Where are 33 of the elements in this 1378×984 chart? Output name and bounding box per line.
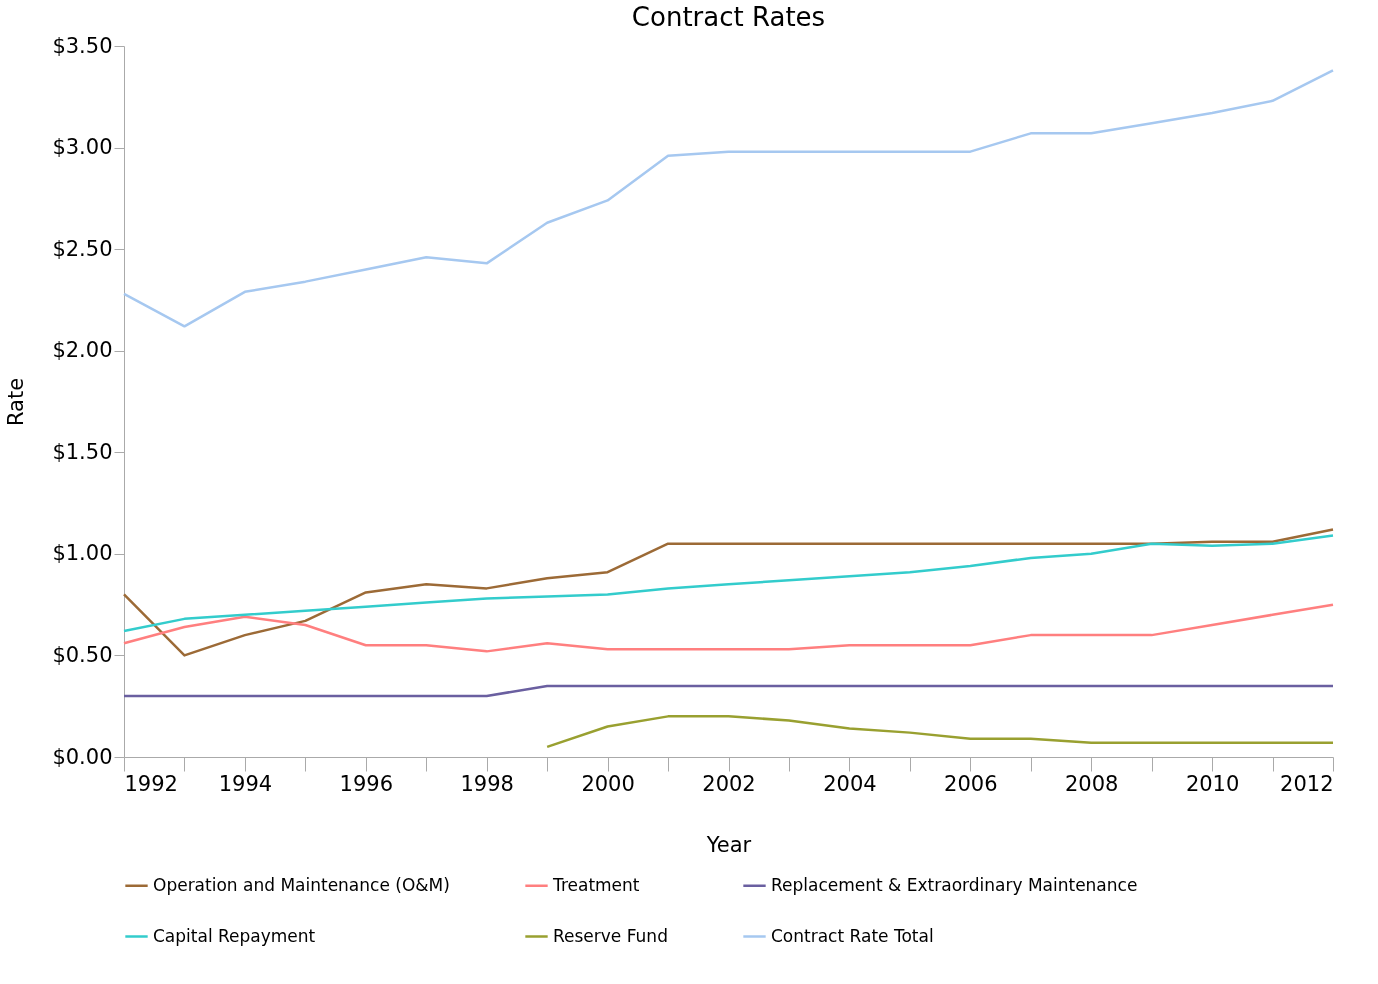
legend-label: Treatment: [552, 874, 640, 895]
x-tick-label: 2008: [1064, 771, 1119, 796]
x-tick-label: 1996: [339, 771, 394, 796]
legend-label: Capital Repayment: [153, 925, 316, 946]
chart-title: Contract Rates: [631, 2, 826, 32]
y-tick-label: $0.50: [52, 642, 113, 667]
line-series: [122, 69, 1335, 328]
y-tick-label: $2.50: [52, 236, 113, 261]
y-axis-title: Rate: [4, 377, 29, 427]
legend-label: Operation and Maintenance (O&M): [153, 874, 450, 895]
line-series: [122, 534, 1335, 633]
y-tick-label: $1.50: [52, 439, 113, 464]
line-series: [122, 603, 1335, 653]
x-tick-label: 1994: [218, 771, 273, 796]
y-tick-label: $3.50: [52, 33, 113, 58]
line-series: [122, 528, 1335, 657]
x-tick-label: 2012: [1280, 771, 1334, 796]
y-tick-label: $3.00: [52, 135, 113, 160]
x-tick-label: 1998: [460, 771, 514, 796]
x-tick-label: 2002: [702, 771, 756, 796]
y-tick-label: $2.00: [52, 338, 113, 363]
x-tick-label: 2006: [944, 771, 998, 796]
legend-label: Replacement & Extraordinary Maintenance: [771, 874, 1138, 895]
x-tick-label: 1992: [124, 771, 178, 796]
y-tick-label: $0.00: [52, 744, 113, 769]
x-tick-label: 2004: [823, 771, 877, 796]
x-tick-label: 2000: [581, 771, 635, 796]
legend-label: Reserve Fund: [553, 925, 668, 946]
line-series: [545, 715, 1335, 749]
y-tick-label: $1.00: [52, 541, 113, 566]
x-axis-title: Year: [705, 832, 752, 857]
x-tick-label: 2010: [1185, 771, 1240, 796]
legend-label: Contract Rate Total: [771, 925, 934, 946]
